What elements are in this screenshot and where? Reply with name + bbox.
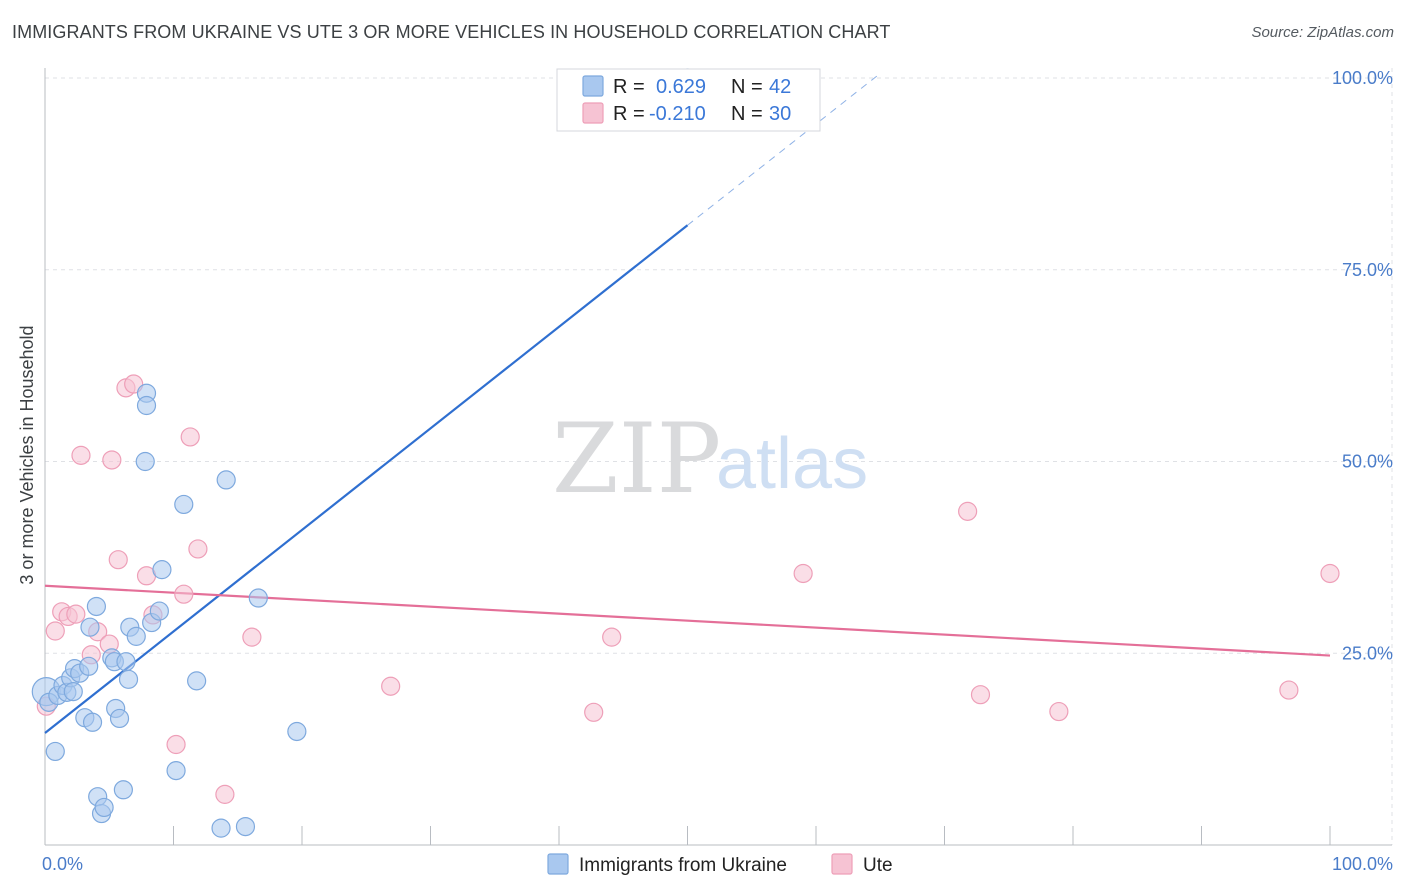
ute-point-1 <box>45 621 65 641</box>
y-axis-title: 3 or more Vehicles in Household <box>17 325 37 584</box>
ute-point-29 <box>1320 563 1340 584</box>
tick-labels: 25.0% 50.0% 75.0% 100.0% 0.0% 100.0% <box>42 68 1393 874</box>
y-tick-label-100: 100.0% <box>1332 68 1393 88</box>
series-legend: Immigrants from Ukraine Ute <box>547 853 893 876</box>
y-tick-label-75: 75.0% <box>1342 260 1393 280</box>
ukraine-point-12 <box>80 617 100 637</box>
ukraine-point-14 <box>86 596 107 617</box>
ute-point-10 <box>108 550 128 570</box>
ukraine-point-34 <box>187 671 207 691</box>
ukraine-point-35 <box>211 818 231 838</box>
ukraine-point-32 <box>166 761 186 781</box>
legend-n-value-ute: 30 <box>769 103 791 125</box>
ukraine-point-21 <box>109 708 130 729</box>
trend-line-ukraine-extension <box>687 73 881 226</box>
y-tick-label-25: 25.0% <box>1342 643 1393 663</box>
legend-r-label-ukraine: R = <box>613 76 645 98</box>
ukraine-point-37 <box>235 816 256 837</box>
ukraine-point-40 <box>136 395 157 416</box>
ukraine-point-7 <box>63 681 83 702</box>
ukraine-point-36 <box>216 470 236 490</box>
ukraine-point-33 <box>174 494 194 515</box>
gridlines <box>45 68 1393 845</box>
ute-point-28 <box>1279 680 1299 700</box>
ukraine-point-38 <box>248 588 268 608</box>
legend-n-label-ute: N = <box>731 103 763 125</box>
series-legend-swatch-ukraine <box>547 853 569 875</box>
legend-swatch-ute <box>582 102 604 124</box>
legend-r-value-ute: -0.210 <box>649 103 706 125</box>
legend-n-value-ukraine: 42 <box>769 76 791 98</box>
ukraine-point-22 <box>113 780 133 800</box>
ute-point-19 <box>215 784 235 804</box>
ute-point-20 <box>242 627 262 647</box>
data-points <box>31 68 1340 838</box>
ute-point-18 <box>188 539 208 559</box>
ute-point-15 <box>166 734 186 755</box>
ute-point-5 <box>71 445 91 465</box>
ute-point-4 <box>66 604 86 624</box>
ukraine-point-31 <box>152 560 172 580</box>
ute-point-16 <box>174 584 194 604</box>
ukraine-point-39 <box>287 721 307 742</box>
ukraine-point-17 <box>94 797 114 818</box>
ukraine-point-2 <box>45 741 65 762</box>
ukraine-point-30 <box>149 601 169 621</box>
trend-line-ukraine <box>44 224 689 734</box>
ute-point-21 <box>381 676 401 696</box>
series-legend-swatch-ute <box>831 853 853 875</box>
ute-point-9 <box>102 450 122 470</box>
watermark-atlas: atlas <box>716 424 868 504</box>
ute-point-24 <box>793 563 813 584</box>
watermark-zip: ZIP <box>552 403 721 515</box>
x-tick-label-0: 0.0% <box>42 854 83 874</box>
ukraine-point-11 <box>79 656 99 676</box>
chart-title: IMMIGRANTS FROM UKRAINE VS UTE 3 OR MORE… <box>12 22 891 42</box>
ute-point-27 <box>1049 701 1069 722</box>
legend-swatch-ukraine <box>582 75 604 97</box>
ute-point-17 <box>180 427 200 447</box>
ute-point-26 <box>970 685 991 705</box>
ukraine-point-23 <box>116 652 136 672</box>
ute-point-22 <box>584 702 604 722</box>
ukraine-point-13 <box>82 712 103 732</box>
ute-point-25 <box>958 501 978 521</box>
series-legend-label-ute: Ute <box>863 855 893 876</box>
x-tick-label-100: 100.0% <box>1332 854 1393 874</box>
ukraine-point-24 <box>118 669 139 689</box>
ukraine-point-28 <box>135 451 155 472</box>
legend-r-value-ukraine: 0.629 <box>656 76 706 98</box>
correlation-legend: R = 0.629 N = 42 R = -0.210 N = 30 <box>556 68 821 132</box>
ute-point-23 <box>602 627 622 647</box>
series-legend-label-ukraine: Immigrants from Ukraine <box>579 855 787 876</box>
legend-n-label-ukraine: N = <box>731 76 763 98</box>
y-tick-label-50: 50.0% <box>1342 452 1393 472</box>
trend-line-ute <box>44 584 1331 657</box>
legend-r-label-ute: R = <box>613 103 645 125</box>
ukraine-point-26 <box>126 626 146 646</box>
chart-source: Source: ZipAtlas.com <box>1251 24 1394 41</box>
